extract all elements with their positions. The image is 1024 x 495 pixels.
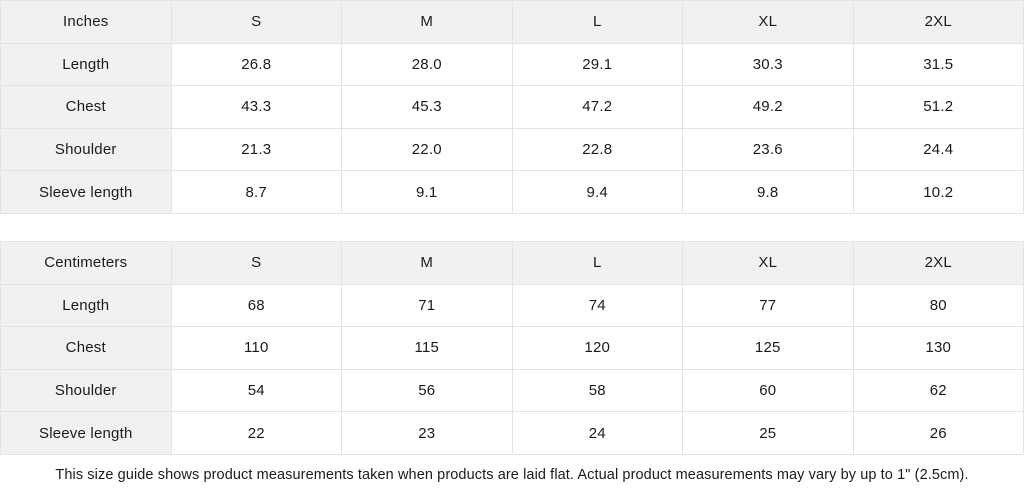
table-gap-spacer bbox=[0, 213, 1024, 241]
table-row-length: Length 68 71 74 77 80 bbox=[0, 283, 1024, 328]
measurement-value: 25 bbox=[682, 411, 854, 455]
measurement-value: 9.4 bbox=[511, 170, 683, 214]
measurement-value: 22.8 bbox=[511, 127, 683, 172]
row-label: Sleeve length bbox=[0, 411, 172, 455]
measurement-value: 28.0 bbox=[341, 42, 513, 87]
measurement-value: 120 bbox=[511, 326, 683, 370]
measurement-value: 9.1 bbox=[341, 170, 513, 214]
table-row-chest: Chest 110 115 120 125 130 bbox=[0, 326, 1024, 370]
measurement-value: 23 bbox=[341, 411, 513, 455]
centimeters-size-table: Centimeters S M L XL 2XL Length 68 71 74… bbox=[0, 240, 1024, 455]
measurement-value: 9.8 bbox=[682, 170, 854, 214]
measurement-value: 47.2 bbox=[511, 85, 683, 129]
table-row-shoulder: Shoulder 54 56 58 60 62 bbox=[0, 368, 1024, 413]
measurement-value: 49.2 bbox=[682, 85, 854, 129]
measurement-value: 8.7 bbox=[170, 170, 342, 214]
row-label: Chest bbox=[0, 326, 172, 370]
measurement-value: 68 bbox=[170, 283, 342, 328]
measurement-value: 24.4 bbox=[852, 127, 1024, 172]
measurement-value: 125 bbox=[682, 326, 854, 370]
measurement-value: 54 bbox=[170, 368, 342, 413]
row-label: Sleeve length bbox=[0, 170, 172, 214]
size-col-header-l: L bbox=[511, 0, 683, 44]
size-col-header-xl: XL bbox=[682, 0, 854, 44]
size-col-header-m: M bbox=[341, 240, 513, 285]
measurement-value: 10.2 bbox=[852, 170, 1024, 214]
measurement-value: 30.3 bbox=[682, 42, 854, 87]
table-row-shoulder: Shoulder 21.3 22.0 22.8 23.6 24.4 bbox=[0, 127, 1024, 172]
measurement-value: 110 bbox=[170, 326, 342, 370]
measurement-value: 22.0 bbox=[341, 127, 513, 172]
measurement-value: 60 bbox=[682, 368, 854, 413]
measurement-value: 26.8 bbox=[170, 42, 342, 87]
table-row-sleeve-length: Sleeve length 22 23 24 25 26 bbox=[0, 411, 1024, 455]
inches-size-table: Inches S M L XL 2XL Length 26.8 28.0 29.… bbox=[0, 0, 1024, 214]
measurement-value: 62 bbox=[852, 368, 1024, 413]
table-header-row: Inches S M L XL 2XL bbox=[0, 0, 1024, 44]
measurement-value: 56 bbox=[341, 368, 513, 413]
measurement-value: 43.3 bbox=[170, 85, 342, 129]
size-col-header-s: S bbox=[170, 0, 342, 44]
size-guide-disclaimer: This size guide shows product measuremen… bbox=[0, 454, 1024, 495]
measurement-value: 23.6 bbox=[682, 127, 854, 172]
table-row-length: Length 26.8 28.0 29.1 30.3 31.5 bbox=[0, 42, 1024, 87]
table-row-chest: Chest 43.3 45.3 47.2 49.2 51.2 bbox=[0, 85, 1024, 129]
measurement-value: 71 bbox=[341, 283, 513, 328]
row-label: Length bbox=[0, 283, 172, 328]
row-label: Shoulder bbox=[0, 127, 172, 172]
measurement-value: 21.3 bbox=[170, 127, 342, 172]
size-col-header-m: M bbox=[341, 0, 513, 44]
measurement-value: 115 bbox=[341, 326, 513, 370]
measurement-value: 80 bbox=[852, 283, 1024, 328]
measurement-value: 51.2 bbox=[852, 85, 1024, 129]
size-col-header-2xl: 2XL bbox=[852, 0, 1024, 44]
measurement-value: 31.5 bbox=[852, 42, 1024, 87]
table-row-sleeve-length: Sleeve length 8.7 9.1 9.4 9.8 10.2 bbox=[0, 170, 1024, 214]
size-col-header-l: L bbox=[511, 240, 683, 285]
unit-header-inches: Inches bbox=[0, 0, 172, 44]
measurement-value: 24 bbox=[511, 411, 683, 455]
measurement-value: 74 bbox=[511, 283, 683, 328]
measurement-value: 77 bbox=[682, 283, 854, 328]
unit-header-centimeters: Centimeters bbox=[0, 240, 172, 285]
row-label: Length bbox=[0, 42, 172, 87]
size-col-header-xl: XL bbox=[682, 240, 854, 285]
measurement-value: 26 bbox=[852, 411, 1024, 455]
size-col-header-s: S bbox=[170, 240, 342, 285]
measurement-value: 29.1 bbox=[511, 42, 683, 87]
measurement-value: 130 bbox=[852, 326, 1024, 370]
measurement-value: 22 bbox=[170, 411, 342, 455]
row-label: Shoulder bbox=[0, 368, 172, 413]
measurement-value: 45.3 bbox=[341, 85, 513, 129]
row-label: Chest bbox=[0, 85, 172, 129]
measurement-value: 58 bbox=[511, 368, 683, 413]
table-header-row: Centimeters S M L XL 2XL bbox=[0, 240, 1024, 285]
size-col-header-2xl: 2XL bbox=[852, 240, 1024, 285]
